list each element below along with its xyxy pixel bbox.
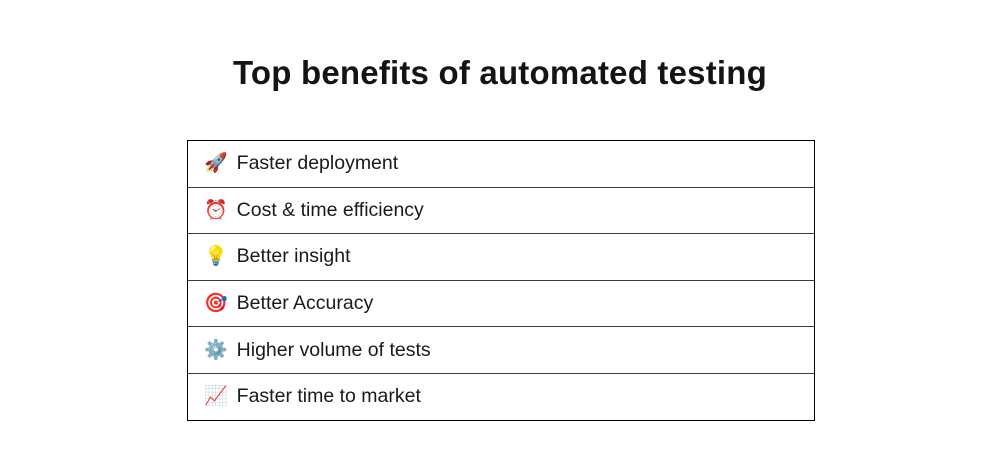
light-bulb-icon: 💡 <box>204 246 228 268</box>
table-row: 🚀 Faster deployment <box>188 141 814 188</box>
table-row: ⏰ Cost & time efficiency <box>188 188 814 235</box>
target-icon: 🎯 <box>204 293 228 315</box>
rocket-icon: 🚀 <box>204 153 228 175</box>
row-label: Faster deployment <box>236 152 399 175</box>
alarm-clock-icon: ⏰ <box>204 199 228 221</box>
page-title: Top benefits of automated testing <box>233 54 767 91</box>
gear-icon: ⚙️ <box>204 339 228 361</box>
row-label: Higher volume of tests <box>236 338 431 361</box>
chart-increasing-icon: 📈 <box>204 386 228 408</box>
row-label: Better Accuracy <box>236 292 374 315</box>
table-row: ⚙️ Higher volume of tests <box>188 327 814 374</box>
benefits-table: 🚀 Faster deployment ⏰ Cost & time effici… <box>187 140 815 421</box>
table-row: 🎯 Better Accuracy <box>188 281 814 328</box>
table-row: 💡 Better insight <box>188 234 814 281</box>
table-row: 📈 Faster time to market <box>188 374 814 420</box>
row-label: Faster time to market <box>236 385 421 408</box>
row-label: Cost & time efficiency <box>236 198 424 221</box>
row-label: Better insight <box>236 245 351 268</box>
